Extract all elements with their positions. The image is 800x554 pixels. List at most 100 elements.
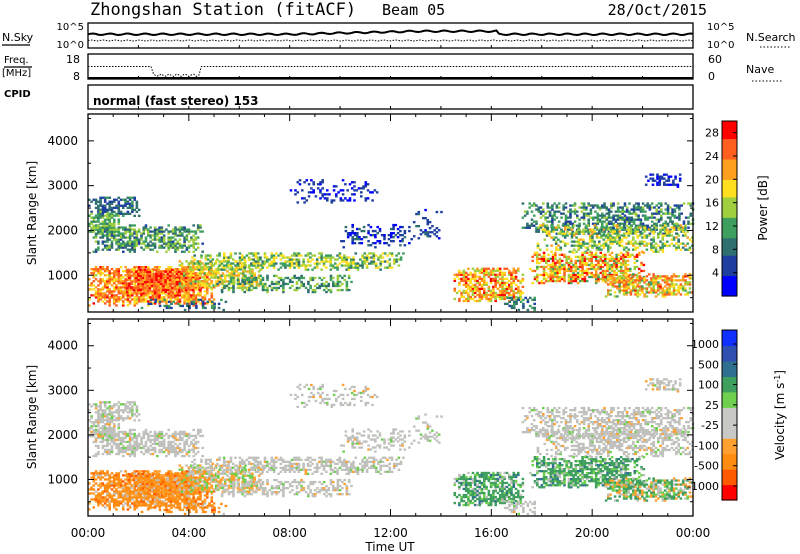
power-cell [348,199,352,202]
power-cell [601,259,605,263]
power-cell [137,242,141,245]
power-cell [535,204,538,207]
power-cell [605,212,609,215]
power-cell [660,204,663,207]
power-cell [661,238,665,241]
power-cell [505,287,509,291]
power-cell [141,276,145,280]
power-cell [521,277,525,281]
power-cell [261,276,265,280]
power-cell [206,292,209,295]
power-cell [369,234,373,237]
power-cell [360,187,363,190]
power-cell [124,284,127,287]
power-cell [574,263,578,267]
power-cell [322,282,326,286]
power-cell [537,210,541,213]
power-cell [108,226,111,229]
power-cell [668,232,671,235]
power-cell [560,212,563,215]
power-cell [622,281,626,284]
power-cell [602,242,606,245]
power-cell [182,278,186,282]
colorbar-cell [722,290,737,294]
power-cell [654,250,658,253]
power-cell [229,254,233,257]
power-cell [147,296,150,299]
power-cell [119,274,123,277]
power-cell [675,224,679,227]
power-cell [686,248,689,251]
power-cell [218,260,221,263]
power-cell [140,292,143,295]
power-cell [149,226,152,229]
power-cell [334,284,337,288]
power-cell [99,292,102,295]
power-cell [464,299,468,303]
power-cell [573,208,577,211]
power-cell [570,234,574,237]
power-cell [569,208,572,211]
power-cell [128,242,132,245]
power-cell [386,266,389,269]
power-cell [379,262,382,265]
power-cell [217,302,221,306]
power-cell [603,206,606,209]
power-cell [135,240,139,243]
power-cell [196,276,200,279]
power-cell [347,264,351,267]
power-cell [334,266,337,269]
power-cell [314,195,318,198]
power-cell [167,270,170,273]
power-cell [489,273,493,276]
power-cell [99,296,102,299]
power-cell [356,234,359,237]
power-cell [579,244,583,247]
power-cell [381,256,385,259]
power-cell [616,226,619,229]
power-cell [688,248,692,251]
power-cell [681,230,685,233]
power-cell [476,299,479,303]
power-cell [248,280,251,284]
power-cell [241,288,244,292]
power-cell [351,225,354,229]
power-cell [125,284,129,288]
power-cell [666,206,670,209]
power-cell [181,304,185,308]
power-cell [533,298,536,302]
power-cell [219,268,222,271]
power-cell [176,248,180,251]
power-cell [325,256,328,259]
power-cell [342,240,345,243]
power-cell [554,255,557,259]
power-cell [552,238,556,241]
power-cell [505,291,509,295]
power-cell [654,281,658,284]
power-cell [556,275,559,279]
power-cell [679,283,683,286]
power-cell [595,234,599,237]
power-cell [557,220,561,223]
power-cell [567,210,570,213]
power-cell [584,246,587,249]
power-cell [159,286,163,290]
power-cell [113,294,116,297]
power-cell [634,246,637,249]
power-cell [209,254,212,257]
power-cell [588,259,591,263]
power-cell [585,212,588,215]
power-cell [214,274,218,277]
power-cell [563,232,567,235]
power-cell [584,230,587,233]
power-cell [153,266,157,269]
power-cell [390,232,393,235]
power-cell [487,299,491,303]
power-cell [569,216,572,219]
power-cell [647,234,651,237]
power-cell [94,232,98,235]
power-cell [153,236,157,239]
power-cell [117,242,121,245]
power-cell [184,274,188,278]
power-cell [180,270,183,274]
